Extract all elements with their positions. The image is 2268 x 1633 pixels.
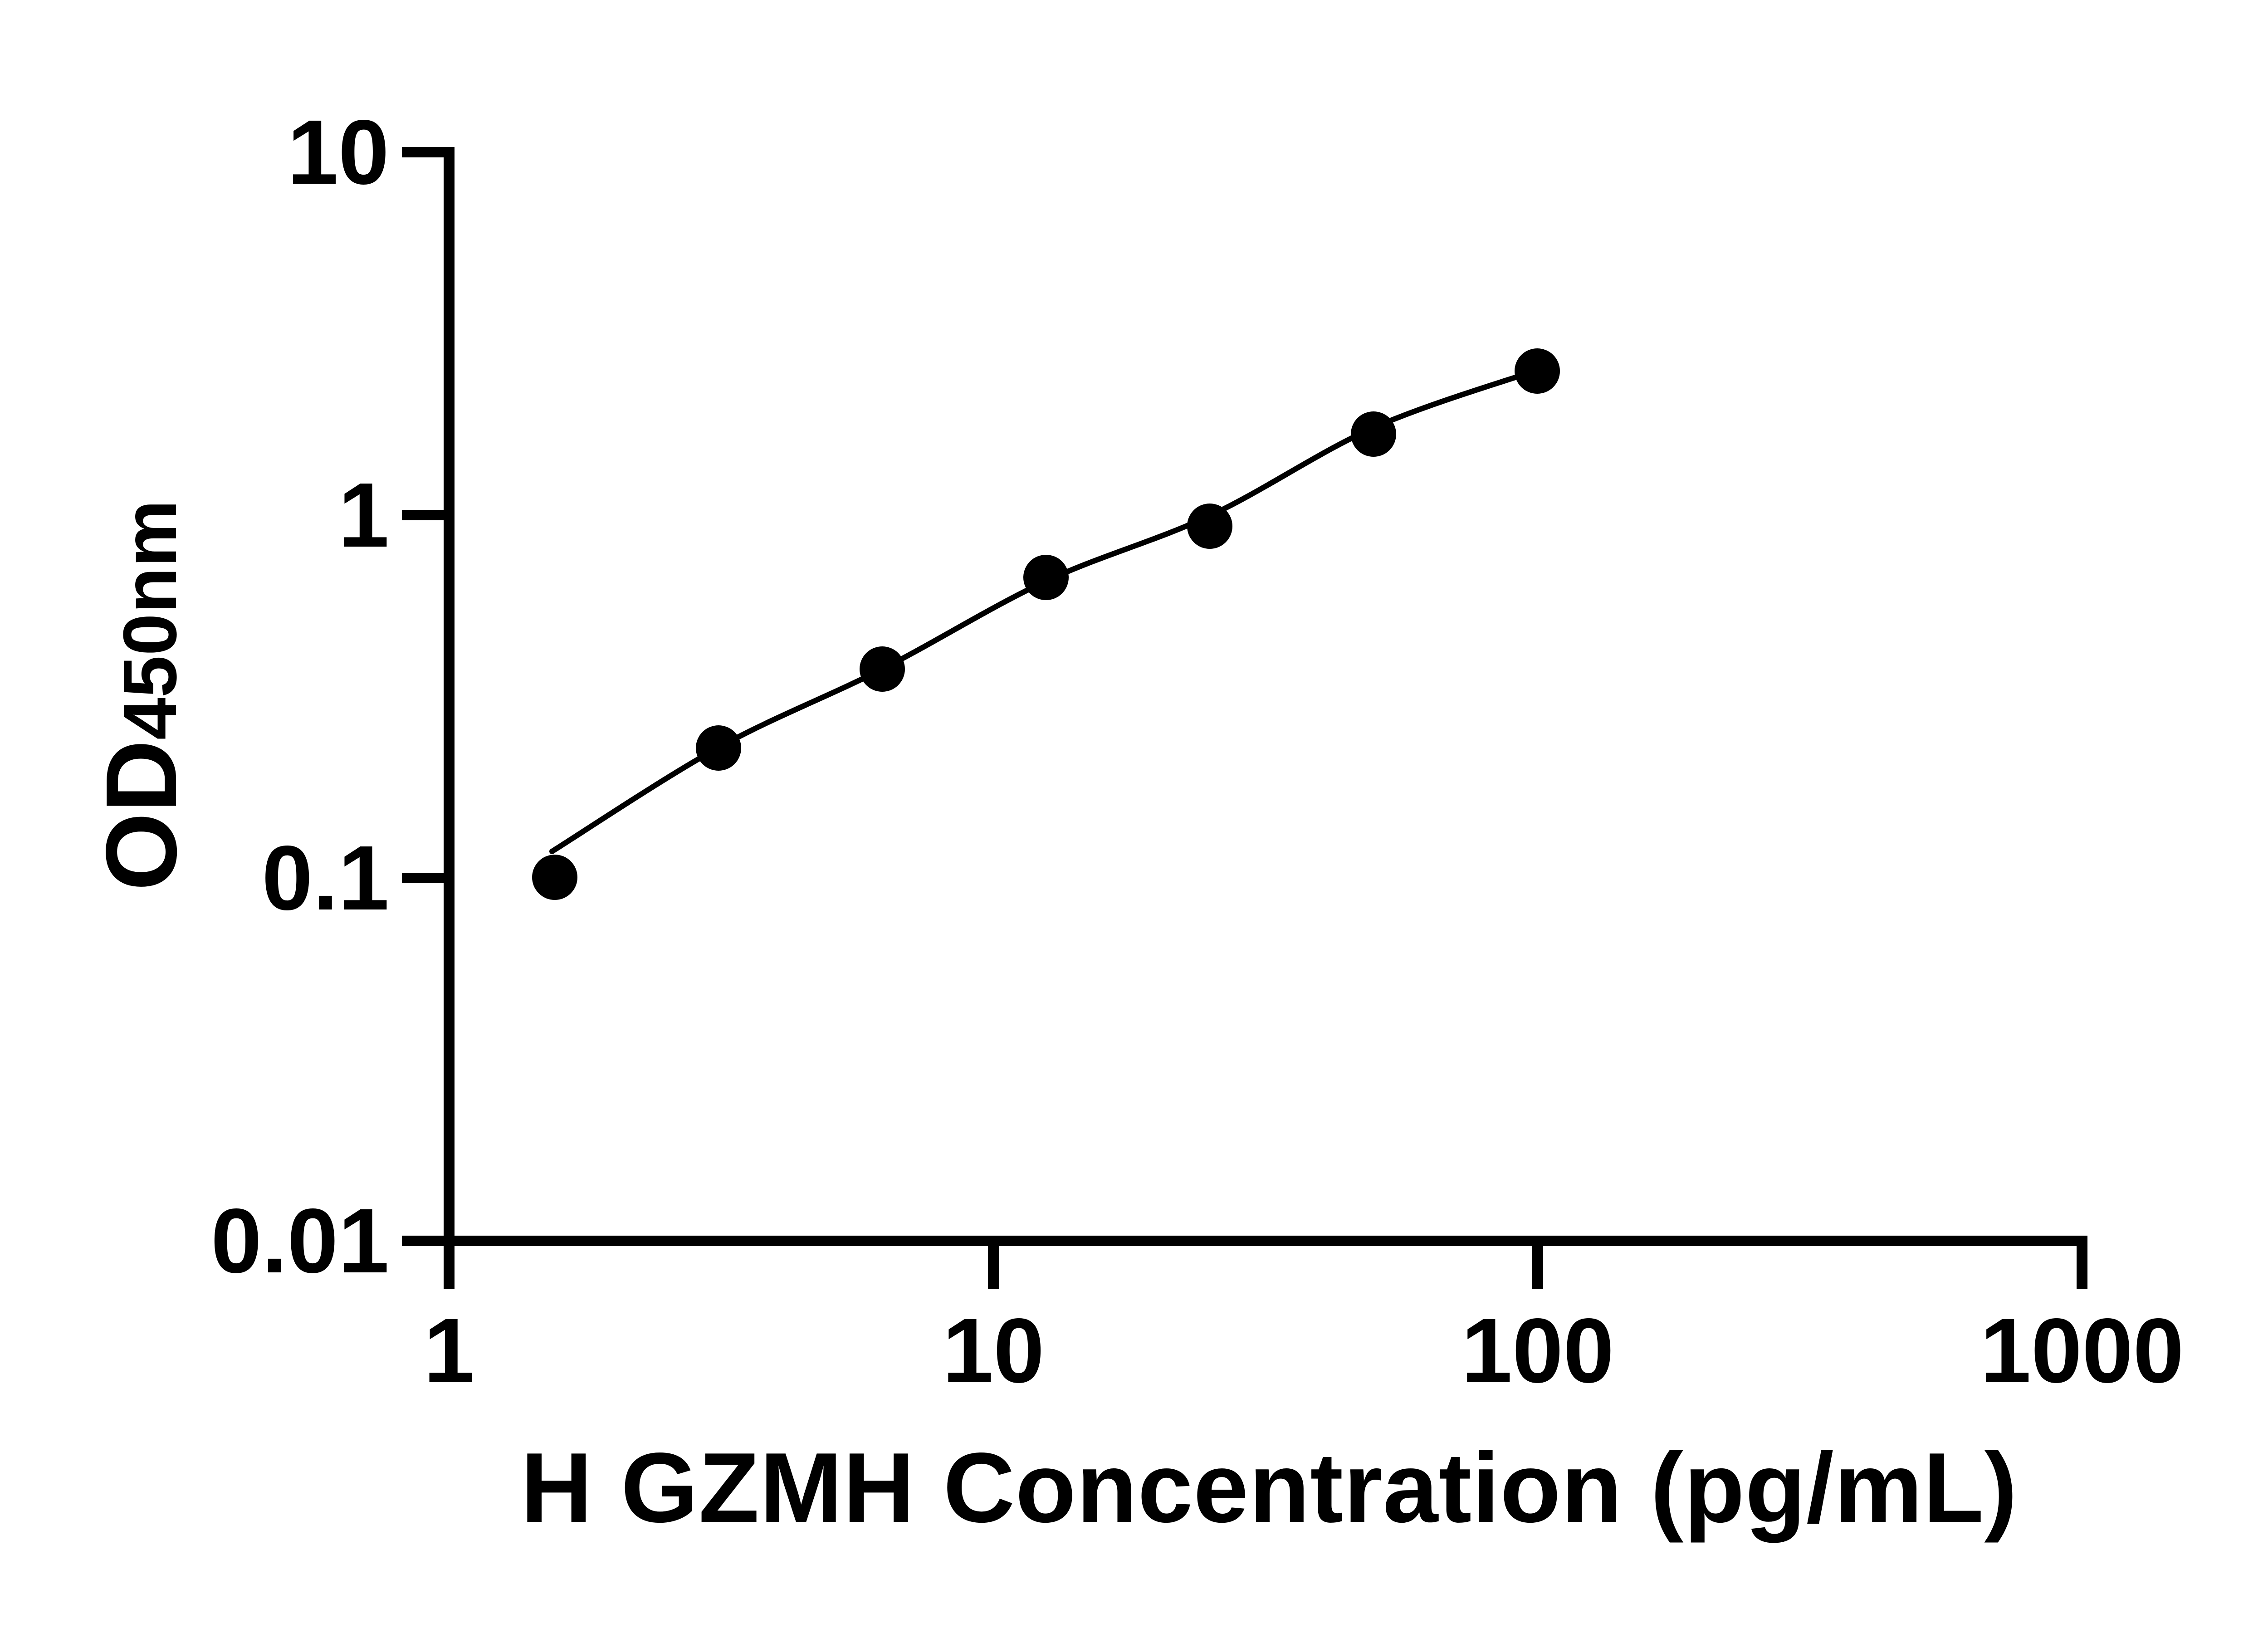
svg-text:100: 100	[1461, 1299, 1614, 1402]
svg-text:1000: 1000	[1980, 1299, 2184, 1402]
svg-text:OD450nm: OD450nm	[85, 500, 198, 891]
svg-text:10: 10	[287, 101, 389, 203]
svg-text:H GZMH Concentration (pg/mL): H GZMH Concentration (pg/mL)	[521, 1433, 2018, 1543]
svg-text:1: 1	[338, 464, 389, 566]
svg-text:10: 10	[943, 1299, 1045, 1402]
svg-text:0.01: 0.01	[211, 1189, 389, 1292]
svg-text:1: 1	[424, 1299, 474, 1402]
svg-text:0.1: 0.1	[262, 826, 389, 929]
